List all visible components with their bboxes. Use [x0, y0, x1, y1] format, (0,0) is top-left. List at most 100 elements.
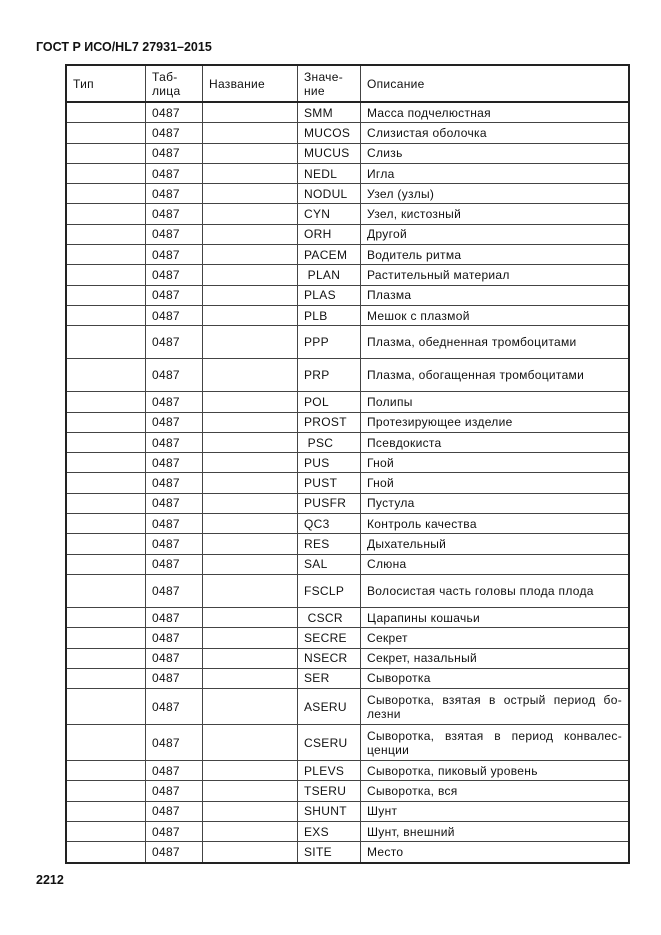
cell-description: Плазма [360, 284, 630, 306]
cell-name [202, 122, 298, 144]
table-row: 0487 PLEVS Сыворотка, пиковый уровень [65, 760, 630, 782]
table-row: 0487 CSERU Сыворотка, взятая в период конв… [65, 724, 630, 762]
cell-name [202, 284, 298, 306]
cell-table: 0487 [145, 533, 203, 555]
cell-value: PACEM [297, 244, 361, 266]
cell-value: CSCR [297, 606, 361, 629]
cell-table: 0487 [145, 411, 203, 433]
cell-description: Плазма, обедненная тромбоцитами [360, 325, 630, 360]
cell-name [202, 760, 298, 782]
cell-table: 0487 [145, 122, 203, 144]
cell-type [65, 553, 146, 575]
cell-value: ASERU [297, 688, 361, 726]
cell-description: Псевдокиста [360, 431, 630, 454]
cell-value: SAL [297, 553, 361, 575]
cell-name [202, 724, 298, 762]
cell-value: NEDL [297, 162, 361, 185]
cell-description: Сыворотка, вся [360, 780, 630, 802]
table-row: 0487 PRP Плазма, обогащенная тромбоцитами [65, 358, 630, 393]
cell-table: 0487 [145, 264, 203, 286]
table-row: 0487 SAL Слюна [65, 553, 630, 575]
cell-type [65, 203, 146, 225]
cell-table: 0487 [145, 553, 203, 575]
cell-value: PUS [297, 452, 361, 474]
cell-description: Протезирующее изделие [360, 411, 630, 433]
cell-type [65, 304, 146, 327]
table-row: 0487 NEDL Игла [65, 162, 630, 185]
cell-table: 0487 [145, 606, 203, 629]
cell-description: Слизистая оболочка [360, 122, 630, 144]
cell-value: MUCUS [297, 142, 361, 164]
table-row: 0487 QC3 Контроль качества [65, 513, 630, 535]
cell-name [202, 391, 298, 413]
cell-table: 0487 [145, 101, 203, 124]
cell-type [65, 533, 146, 555]
cell-name [202, 183, 298, 205]
table-row: 0487 NSECR Секрет, назальный [65, 647, 630, 669]
cell-type [65, 573, 146, 608]
cell-description: Волосистая часть головы плода плода [360, 573, 630, 608]
cell-value: NODUL [297, 183, 361, 205]
cell-type [65, 688, 146, 726]
cell-value: PRP [297, 358, 361, 393]
table-row: 0487 PPP Плазма, обедненная тромбоцитами [65, 325, 630, 360]
cell-name [202, 101, 298, 124]
page-number: 2212 [36, 873, 64, 887]
table-row: 0487 SECRE Секрет [65, 627, 630, 649]
cell-description: Гной [360, 472, 630, 494]
cell-name [202, 606, 298, 629]
cell-value: QC3 [297, 513, 361, 535]
cell-description: Пустула [360, 492, 630, 515]
table-row: 0487 CYN Узел, кистозный [65, 203, 630, 225]
cell-value: PSC [297, 431, 361, 454]
table-row: 0487 MUCOS Слизистая оболочка [65, 122, 630, 144]
cell-name [202, 553, 298, 575]
cell-description: Секрет, назальный [360, 647, 630, 669]
cell-type [65, 452, 146, 474]
cell-description: Растительный материал [360, 264, 630, 286]
cell-name [202, 142, 298, 164]
cell-value: MUCOS [297, 122, 361, 144]
cell-table: 0487 [145, 391, 203, 413]
cell-type [65, 513, 146, 535]
cell-description: Узел, кистозный [360, 203, 630, 225]
cell-name [202, 244, 298, 266]
cell-table: 0487 [145, 821, 203, 843]
cell-table: 0487 [145, 325, 203, 360]
cell-description: Контроль качества [360, 513, 630, 535]
cell-value: PUSFR [297, 492, 361, 515]
cell-type [65, 358, 146, 393]
table-row: 0487 FSCLP Волосистая часть головы плода п… [65, 573, 630, 608]
cell-description: Секрет [360, 627, 630, 649]
cell-type [65, 472, 146, 494]
cell-type [65, 606, 146, 629]
cell-name [202, 203, 298, 225]
cell-value: PLEVS [297, 760, 361, 782]
cell-description: Игла [360, 162, 630, 185]
cell-value: CYN [297, 203, 361, 225]
cell-type [65, 101, 146, 124]
cell-type [65, 780, 146, 802]
table-row: 0487 RES Дыхательный [65, 533, 630, 555]
cell-table: 0487 [145, 667, 203, 690]
cell-type [65, 841, 146, 864]
cell-description: Мешок с плазмой [360, 304, 630, 327]
cell-name [202, 223, 298, 246]
cell-type [65, 122, 146, 144]
cell-value: POL [297, 391, 361, 413]
cell-table: 0487 [145, 162, 203, 185]
cell-table: 0487 [145, 203, 203, 225]
cell-type [65, 821, 146, 843]
cell-value: PUST [297, 472, 361, 494]
codes-table: Тип Таб- лица Название Значе- ние Описан… [65, 64, 630, 864]
cell-description: Плазма, обогащенная тромбоцитами [360, 358, 630, 393]
cell-table: 0487 [145, 688, 203, 726]
cell-table: 0487 [145, 780, 203, 802]
cell-type [65, 284, 146, 306]
cell-table: 0487 [145, 513, 203, 535]
cell-description: Сыворотка, пиковый уровень [360, 760, 630, 782]
cell-value: PLAN [297, 264, 361, 286]
cell-description: Полипы [360, 391, 630, 413]
cell-type [65, 244, 146, 266]
cell-table: 0487 [145, 627, 203, 649]
